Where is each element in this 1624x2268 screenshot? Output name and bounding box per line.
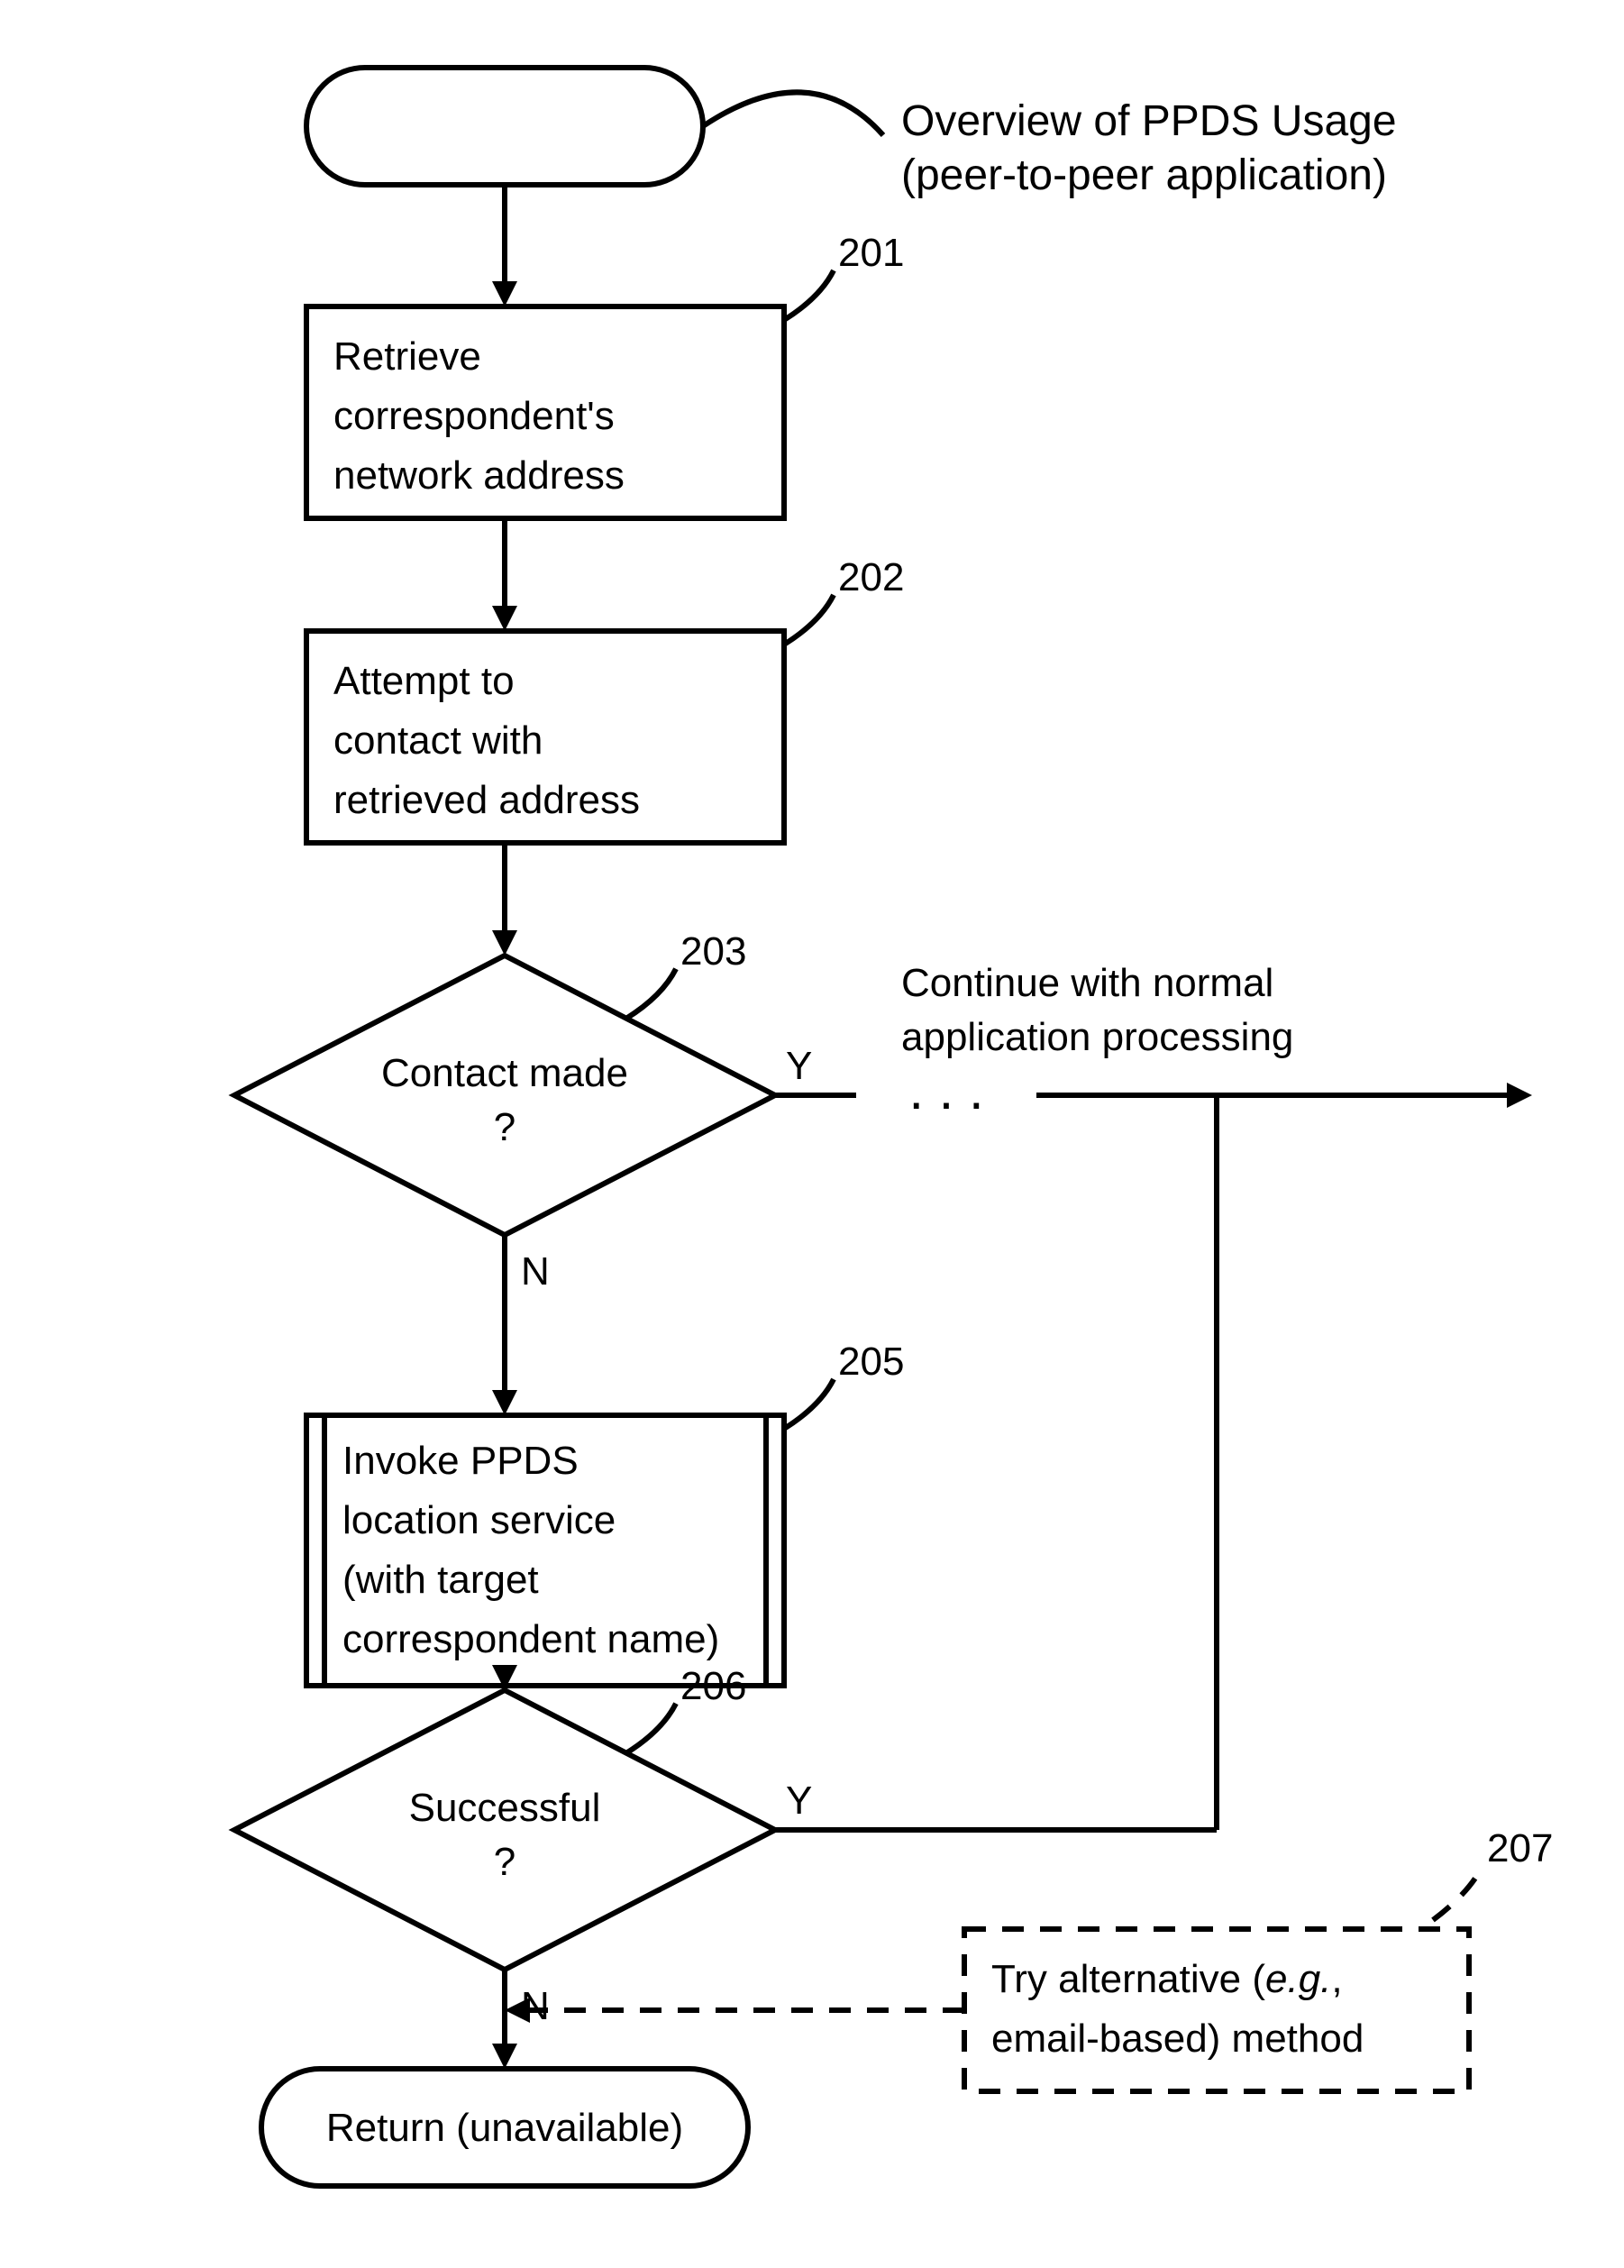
svg-text:Successful: Successful (409, 1786, 601, 1830)
svg-text:207: 207 (1487, 1826, 1553, 1870)
svg-text:correspondent name): correspondent name) (342, 1617, 719, 1661)
svg-text:(with target: (with target (342, 1558, 539, 1602)
svg-text:Attempt to: Attempt to (333, 659, 515, 703)
svg-text:?: ? (494, 1840, 515, 1884)
title-callout (703, 92, 883, 135)
svg-text:Y: Y (786, 1044, 812, 1088)
svg-text:correspondent's: correspondent's (333, 394, 615, 438)
terminator-start (306, 68, 703, 185)
svg-text:203: 203 (680, 929, 746, 974)
svg-text:Continue with normal: Continue with normal (901, 961, 1273, 1005)
svg-text:Y: Y (786, 1779, 812, 1823)
svg-text:Contact made: Contact made (381, 1051, 628, 1095)
svg-text:email-based) method: email-based) method (991, 2017, 1364, 2061)
svg-text:application processing: application processing (901, 1015, 1293, 1059)
svg-text:205: 205 (838, 1340, 904, 1384)
svg-text:Try alternative (e.g.,: Try alternative (e.g., (991, 1957, 1343, 2001)
svg-text:Retrieve: Retrieve (333, 334, 481, 379)
svg-text:Return (unavailable): Return (unavailable) (326, 2106, 683, 2150)
svg-text:Invoke PPDS: Invoke PPDS (342, 1439, 579, 1483)
svg-text:contact with: contact with (333, 718, 543, 763)
svg-text:201: 201 (838, 231, 904, 275)
svg-text:network address: network address (333, 453, 625, 498)
svg-text:retrieved address: retrieved address (333, 778, 640, 822)
svg-text:202: 202 (838, 555, 904, 599)
svg-text:N: N (521, 1249, 550, 1294)
svg-text:location service: location service (342, 1498, 616, 1542)
title-line1: Overview of PPDS Usage (901, 97, 1397, 145)
title-line2: (peer-to-peer application) (901, 151, 1387, 199)
svg-text:. . .: . . . (908, 1060, 983, 1120)
svg-text:206: 206 (680, 1664, 746, 1708)
svg-text:?: ? (494, 1105, 515, 1149)
